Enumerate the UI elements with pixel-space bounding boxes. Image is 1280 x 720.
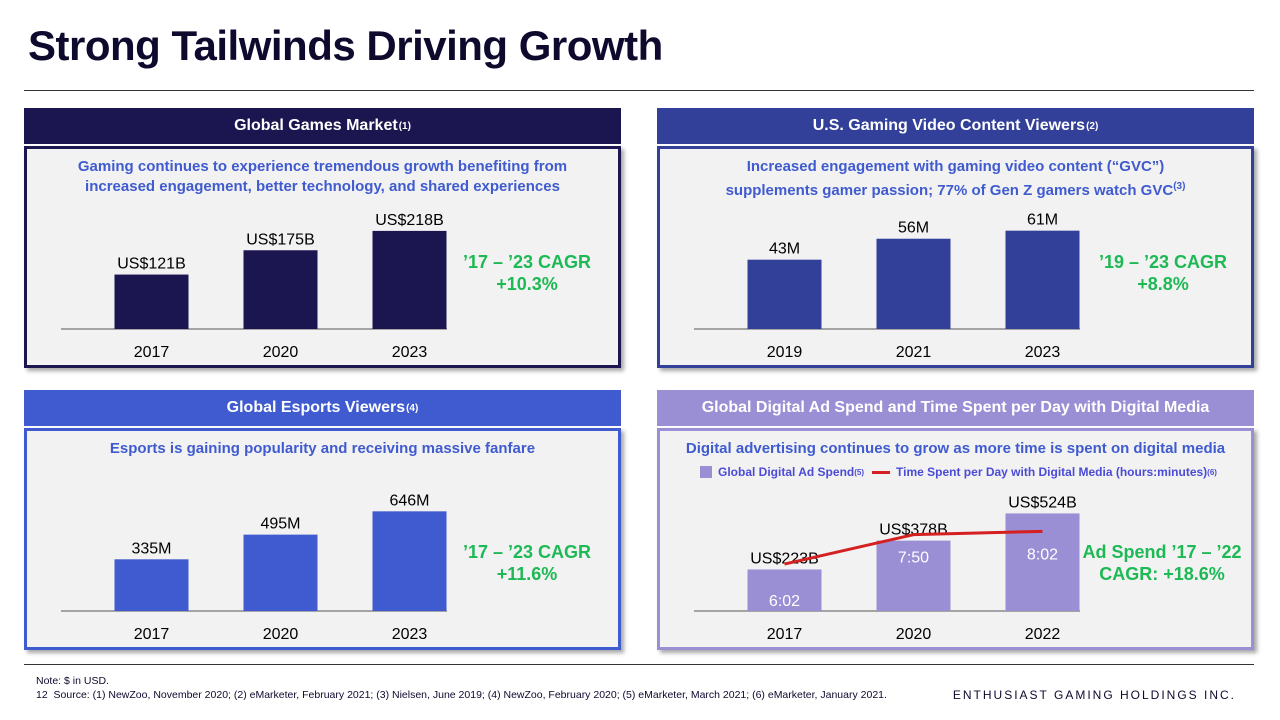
gvc-data-label-0: 43M (769, 241, 800, 258)
esports-panel: Esports is gaining popularity and receiv… (24, 428, 621, 650)
adspend-time-line (784, 529, 1043, 566)
esports-cagr: ’17 – ’23 CAGR +11.6% (437, 541, 617, 585)
esports-cagr-label: ’17 – ’23 CAGR (462, 542, 592, 562)
gvc-header: U.S. Gaming Video Content Viewers (2) (657, 108, 1254, 144)
games-bar-1 (243, 250, 318, 329)
games-cagr-label: ’17 – ’23 CAGR (462, 252, 592, 272)
gvc-tick-1: 2021 (896, 344, 932, 361)
adspend-time-label-1: 7:50 (898, 550, 929, 567)
gvc-header-text: U.S. Gaming Video Content Viewers (812, 117, 1086, 134)
adspend-subtitle: Digital advertising continues to grow as… (660, 439, 1251, 459)
adspend-legend: Global Digital Ad Spend (5) Time Spent pe… (700, 465, 1217, 479)
gvc-cagr-label: ’19 – ’23 CAGR (1098, 252, 1228, 272)
esports-tick-0: 2017 (134, 626, 170, 643)
gvc-data-label-1: 56M (898, 220, 929, 237)
adspend-data-label-0: US$223B (750, 550, 819, 567)
esports-header-text: Global Esports Viewers (226, 399, 406, 416)
brand-name: ENTHUSIAST GAMING HOLDINGS INC. (952, 688, 1236, 702)
gvc-panel: Increased engagement with gaming video c… (657, 146, 1254, 368)
adspend-bar-1 (876, 540, 951, 611)
adspend-cagr-value: CAGR: +18.6% (1099, 564, 1225, 584)
legend-bar-swatch (700, 466, 712, 478)
esports-header: Global Esports Viewers (4) (24, 390, 621, 426)
esports-subtitle-line1: Esports is gaining popularity and receiv… (109, 440, 536, 457)
adspend-header: Global Digital Ad Spend and Time Spent p… (657, 390, 1254, 426)
gvc-bar-0 (747, 259, 822, 329)
legend-bar-label: Global Digital Ad Spend (718, 465, 855, 479)
games-tick-0: 2017 (134, 344, 170, 361)
games-header-text: Global Games Market (234, 117, 398, 134)
gvc-cagr-value: +8.8% (1137, 274, 1189, 294)
gvc-subtitle-line1: Increased engagement with gaming video c… (746, 158, 1165, 175)
adspend-cagr-label: Ad Spend ’17 – ’22 (1082, 542, 1242, 562)
adspend-time-label-0: 6:02 (769, 593, 800, 610)
legend-bar-ref: (5) (854, 467, 865, 477)
gvc-header-ref: (2) (1086, 120, 1099, 132)
adspend-data-label-2: US$524B (1008, 494, 1077, 511)
gvc-cagr: ’19 – ’23 CAGR +8.8% (1078, 251, 1248, 295)
esports-bar-1 (243, 534, 318, 611)
games-tick-1: 2020 (263, 344, 299, 361)
games-data-label-2: US$218B (375, 212, 444, 229)
adspend-panel: Digital advertising continues to grow as… (657, 428, 1254, 650)
esports-bar-0 (114, 559, 189, 611)
games-data-label-1: US$175B (246, 231, 315, 248)
page-number: 12 (36, 689, 48, 701)
games-subtitle-line2: increased engagement, better technology,… (85, 178, 560, 195)
gvc-bar-2 (1005, 230, 1080, 329)
bottom-divider (24, 664, 1254, 665)
gvc-tick-2: 2023 (1025, 344, 1061, 361)
games-bar-2 (372, 230, 447, 329)
esports-cagr-value: +11.6% (496, 564, 558, 584)
footer-note: Note: $ in USD. (36, 675, 109, 687)
esports-subtitle: Esports is gaining popularity and receiv… (27, 439, 618, 459)
footer-source: Source: (1) NewZoo, November 2020; (2) e… (53, 689, 887, 701)
esports-data-label-2: 646M (389, 492, 429, 509)
gvc-bar-1 (876, 238, 951, 329)
adspend-header-text: Global Digital Ad Spend and Time Spent p… (701, 399, 1210, 416)
games-panel: Gaming continues to experience tremendou… (24, 146, 621, 368)
legend-line-swatch (872, 470, 891, 474)
adspend-chart: US$223B2017US$378B2020US$524B20226:027:5… (694, 494, 1080, 643)
adspend-time-label-2: 8:02 (1027, 546, 1058, 563)
adspend-tick-1: 2020 (896, 626, 932, 643)
gvc-subtitle: Increased engagement with gaming video c… (660, 157, 1251, 201)
esports-bar-2 (372, 511, 447, 611)
games-header-ref: (1) (398, 120, 411, 132)
top-divider (24, 90, 1254, 91)
esports-tick-1: 2020 (263, 626, 299, 643)
games-tick-2: 2023 (392, 344, 428, 361)
games-cagr-value: +10.3% (496, 274, 558, 294)
games-subtitle-line1: Gaming continues to experience tremendou… (77, 158, 568, 175)
gvc-subtitle-line2: supplements gamer passion; 77% of Gen Z … (725, 182, 1174, 199)
esports-tick-2: 2023 (392, 626, 428, 643)
esports-header-ref: (4) (406, 402, 419, 414)
gvc-data-label-2: 61M (1027, 212, 1058, 229)
esports-data-label-0: 335M (131, 540, 171, 557)
adspend-bar-2 (1005, 513, 1080, 611)
gvc-subtitle-ref: (3) (1173, 181, 1186, 192)
adspend-tick-0: 2017 (767, 626, 803, 643)
adspend-cagr: Ad Spend ’17 – ’22 CAGR: +18.6% (1072, 541, 1252, 585)
esports-data-label-1: 495M (260, 516, 300, 533)
footer-source-line: 12 Source: (1) NewZoo, November 2020; (2… (36, 689, 887, 701)
games-bar-0 (114, 274, 189, 329)
games-subtitle: Gaming continues to experience tremendou… (27, 157, 618, 197)
games-chart: US$121B 2017 US$175B 2020 US$218B 2023 (61, 212, 447, 361)
page-title: Strong Tailwinds Driving Growth (28, 22, 663, 69)
games-data-label-0: US$121B (117, 256, 186, 273)
games-cagr: ’17 – ’23 CAGR +10.3% (437, 251, 617, 295)
adspend-tick-2: 2022 (1025, 626, 1061, 643)
adspend-bar-0 (747, 569, 822, 611)
esports-chart: 335M 2017 495M 2020 646M 2023 (61, 492, 447, 643)
adspend-subtitle-line1: Digital advertising continues to grow as… (685, 440, 1226, 457)
gvc-chart: 43M 2019 56M 2021 61M 2023 (694, 212, 1080, 361)
legend-line-label: Time Spent per Day with Digital Media (h… (896, 465, 1208, 479)
legend-line-ref: (6) (1207, 467, 1217, 477)
games-header: Global Games Market (1) (24, 108, 621, 144)
gvc-tick-0: 2019 (767, 344, 803, 361)
